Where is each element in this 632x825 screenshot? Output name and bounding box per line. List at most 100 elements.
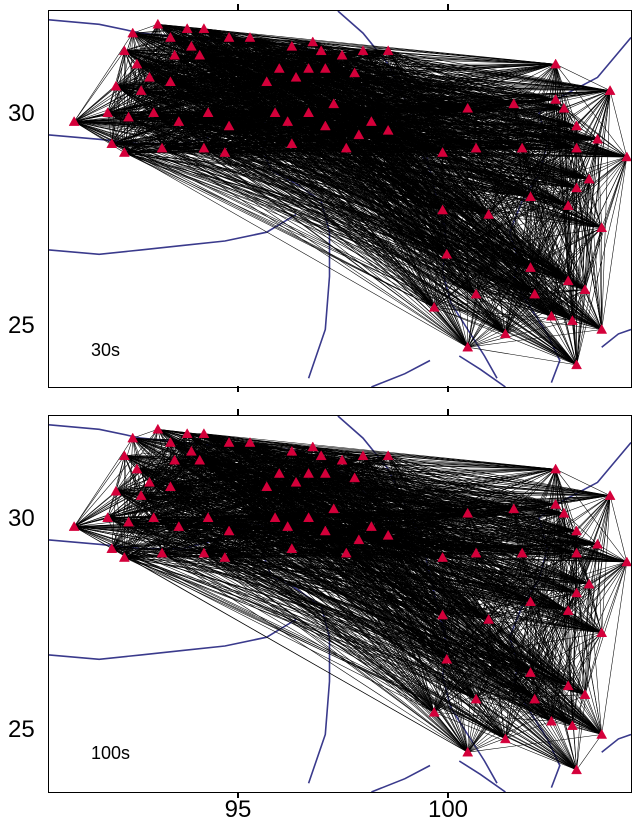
ray-path: [584, 289, 602, 330]
ray-path: [124, 455, 200, 461]
ray-path: [111, 508, 334, 549]
ray-path: [433, 615, 443, 713]
ray-path: [308, 495, 611, 518]
ray-path: [115, 85, 468, 109]
station-marker: [269, 107, 281, 117]
ray-path: [434, 712, 552, 722]
station-marker: [185, 40, 197, 51]
station-marker: [261, 481, 273, 492]
ray-path: [488, 619, 552, 722]
x-tick-mark: [447, 386, 449, 392]
station-marker: [508, 503, 520, 514]
station-marker: [303, 512, 315, 522]
y-tick-label-30-top: 30: [8, 100, 35, 127]
ray-path: [325, 530, 569, 611]
ray-path: [228, 125, 477, 149]
ray-path: [203, 112, 309, 149]
station-marker: [219, 147, 231, 157]
ray-path: [107, 112, 113, 144]
ray-path: [530, 601, 586, 695]
ray-path: [567, 632, 602, 686]
ray-path: [601, 495, 611, 633]
ray-path: [442, 209, 535, 295]
ray-path: [228, 530, 477, 554]
y-tick-label-25-bottom: 25: [8, 716, 35, 743]
station-marker: [244, 437, 256, 447]
ray-path: [107, 486, 171, 518]
y-tick-label-25-top: 25: [8, 312, 35, 339]
ray-path: [275, 508, 334, 518]
ray-path: [124, 41, 313, 52]
ray-path: [388, 50, 556, 100]
ray-path: [551, 632, 602, 722]
ray-path: [346, 552, 447, 660]
boundary-line: [49, 618, 297, 661]
ray-path: [287, 108, 565, 122]
station-marker: [441, 248, 453, 259]
station-marker: [273, 467, 285, 478]
ray-path: [199, 54, 611, 91]
ray-path: [475, 196, 531, 295]
station-marker: [621, 556, 631, 567]
ray-path: [534, 610, 569, 700]
ray-path: [467, 346, 577, 366]
ray-path: [346, 530, 577, 554]
ray-path: [111, 117, 129, 144]
ray-path: [467, 553, 523, 753]
ray-path: [107, 517, 125, 558]
ray-path: [446, 254, 535, 295]
ray-path: [433, 552, 523, 713]
ray-path: [162, 552, 585, 695]
ray-path: [388, 535, 590, 585]
boundary-line: [371, 764, 431, 792]
ray-path: [208, 103, 334, 113]
station-marker: [152, 423, 164, 434]
ray-path: [475, 672, 531, 700]
ray-path: [333, 90, 611, 105]
ray-path: [442, 614, 602, 634]
station-marker: [382, 450, 394, 461]
station-marker: [286, 543, 298, 553]
ray-path: [442, 557, 531, 603]
station-marker: [437, 147, 449, 157]
ray-path: [111, 121, 288, 144]
ray-path: [505, 685, 569, 740]
ray-path: [73, 455, 125, 527]
ray-path: [576, 187, 602, 330]
ray-path: [488, 214, 535, 295]
ray-path: [161, 552, 435, 713]
ray-path: [588, 584, 602, 633]
station-marker: [164, 481, 176, 492]
ray-path: [388, 455, 556, 505]
ray-path: [136, 50, 389, 65]
station-marker: [110, 80, 122, 91]
ray-path: [162, 147, 585, 290]
ray-path: [153, 103, 334, 113]
ray-path: [442, 552, 477, 616]
station-marker: [483, 613, 495, 624]
ray-path: [228, 526, 288, 532]
ray-path: [111, 530, 230, 549]
ray-path: [178, 526, 468, 753]
ray-path: [124, 117, 129, 153]
ray-path: [434, 610, 569, 713]
station-marker: [596, 323, 608, 334]
ray-path: [191, 442, 251, 452]
ray-path: [162, 147, 569, 282]
ray-path: [488, 619, 602, 735]
station-marker: [462, 507, 474, 518]
ray-path: [530, 592, 577, 673]
station-marker: [102, 512, 114, 522]
ray-path: [433, 152, 443, 308]
ray-path: [162, 552, 569, 687]
ray-path: [551, 721, 577, 771]
ray-path: [162, 552, 489, 620]
station-marker: [562, 680, 574, 691]
ray-path: [530, 672, 535, 700]
ray-path: [505, 280, 569, 335]
ray-path: [388, 535, 586, 695]
ray-path: [224, 152, 577, 366]
ray-path: [178, 112, 276, 122]
ray-path: [199, 41, 313, 56]
ray-path: [346, 147, 477, 295]
